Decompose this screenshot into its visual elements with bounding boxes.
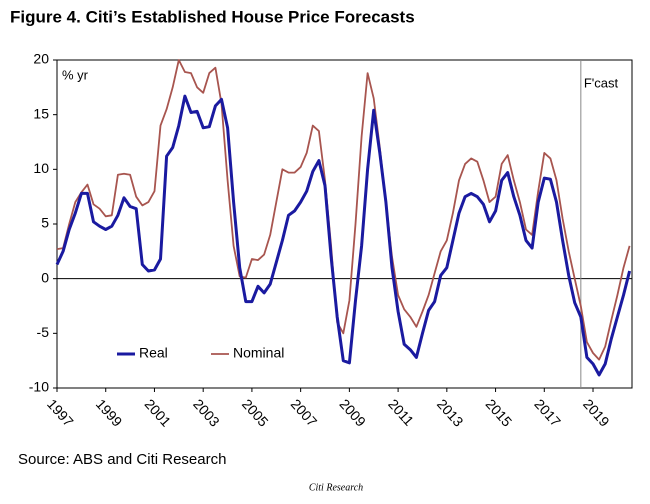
line-series (56, 59, 631, 361)
x-tick-label: 2007 (288, 396, 321, 430)
x-tick-label: 1999 (93, 396, 126, 430)
legend-label: Real (139, 345, 168, 361)
y-tick-label: -5 (37, 324, 50, 340)
y-tick-label: 5 (41, 215, 49, 231)
y-tick-label: 15 (33, 105, 49, 121)
x-tick-label: 2019 (580, 396, 613, 430)
x-tick-label: 2009 (336, 396, 369, 430)
chart-title: Figure 4. Citi’s Established House Price… (10, 7, 415, 26)
x-tick-label: 2003 (190, 396, 223, 430)
y-tick-label: 0 (41, 269, 49, 285)
forecast-label: F'cast (584, 75, 619, 90)
y-tick-label: 10 (33, 160, 49, 176)
y-unit: % yr (62, 67, 89, 82)
x-tick-label: 2013 (434, 396, 467, 430)
source: Source: ABS and Citi Research (18, 451, 226, 468)
x-tick-label: 2011 (385, 396, 417, 429)
footer: Citi Research (309, 482, 363, 493)
legend-label: Nominal (233, 345, 284, 361)
x-tick-label: 2005 (239, 396, 272, 430)
x-tick-label: 1997 (44, 396, 77, 430)
x-tick-label: 2017 (531, 396, 564, 430)
x-tick-label: 2001 (141, 396, 174, 430)
line-series (55, 94, 632, 377)
x-tick-label: 2015 (483, 396, 516, 430)
plot-frame (56, 59, 633, 389)
y-tick-label: -10 (29, 379, 49, 395)
y-tick-label: 20 (33, 51, 49, 67)
